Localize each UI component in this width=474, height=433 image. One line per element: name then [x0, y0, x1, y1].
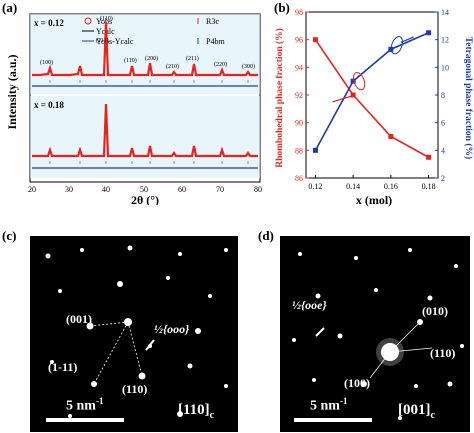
svg-text:(300): (300): [242, 63, 255, 70]
svg-text:(211): (211): [186, 55, 199, 62]
zone-label-d: [001]c: [398, 402, 435, 421]
svg-text:80: 80: [254, 185, 262, 194]
svg-text:(210): (210): [166, 63, 179, 70]
y-left-tick-label: 94: [295, 63, 303, 72]
svg-text:60: 60: [178, 185, 186, 194]
chart-b-ylabel-left: Rhombohedral phase fraction (%): [274, 28, 285, 168]
svg-text:P4bm: P4bm: [206, 37, 225, 46]
y-left-tick-label: 86: [295, 174, 303, 183]
svg-text:50: 50: [140, 185, 148, 194]
svg-text:40: 40: [102, 185, 110, 194]
saed-c-spots: [45, 245, 228, 418]
series-left-line: [314, 39, 429, 158]
svg-text:Yobs-Ycalc: Yobs-Ycalc: [96, 37, 134, 46]
svg-text:(111): (111): [96, 37, 109, 44]
svg-text:(110): (110): [100, 15, 113, 22]
spot-label-010: (010): [422, 304, 448, 318]
panel-c-label: (c): [2, 228, 17, 243]
pattern-lower: [32, 103, 258, 169]
y-left-tick-label: 96: [295, 36, 303, 45]
chart-b-xlabel: x (mol): [356, 193, 392, 207]
svg-text:(110): (110): [124, 57, 137, 64]
annotation-arrow-left: [332, 94, 356, 103]
xrd-xlabel: 2θ (°): [131, 193, 159, 205]
x-tick-label: 0.18: [422, 182, 436, 191]
svg-text:Yobs: Yobs: [96, 17, 112, 26]
panel-d-label: (d): [258, 228, 274, 243]
x-tick-label: 0.14: [346, 182, 360, 191]
x-tick-label: 0.12: [308, 182, 322, 191]
y-right-tick-label: 10: [441, 63, 449, 72]
saed-d-spots: [292, 248, 464, 422]
spot-label-110: (110): [122, 382, 148, 396]
y-right-tick-label: 6: [441, 119, 445, 128]
svg-text:70: 70: [216, 185, 224, 194]
annotation-arrow-right: [400, 36, 414, 43]
spot-label-100: (100): [344, 376, 370, 390]
spot-label-1-11: (1-11): [48, 360, 78, 374]
y-right-tick-label: 14: [441, 8, 449, 17]
svg-text:R3c: R3c: [206, 17, 219, 26]
saed-d: (010) (110) (100) ½{ooe} 5 nm-1 [001]c: [280, 236, 470, 432]
series-right-point: [312, 147, 318, 153]
phase-fraction-chart: Rhombohedral phase fraction (%) Tetragon…: [274, 8, 474, 207]
annotation-ellipse-right: [390, 36, 403, 55]
svg-text:(200): (200): [145, 55, 158, 62]
series-left-point: [426, 154, 432, 160]
panel-b-label: (b): [274, 0, 290, 15]
xrd-panel: Intensity (a.u.) x = 0.12 x = 0.18 Yobs …: [5, 13, 262, 205]
panel-a-label: (a): [2, 0, 18, 15]
svg-text:20: 20: [28, 185, 36, 194]
svg-text:(220): (220): [214, 61, 227, 68]
y-left-tick-label: 98: [295, 8, 303, 17]
annotation-ellipse-left: [353, 72, 366, 91]
series-right-point: [426, 30, 432, 36]
half-label-d: ½{ooe}: [292, 298, 327, 312]
y-left-tick-label: 92: [295, 91, 303, 100]
series-right-line: [314, 32, 429, 151]
x-tick-label: 0.16: [384, 182, 398, 191]
scalebar-c: [46, 418, 124, 422]
pattern-upper: (100) (110) (111) (110) (200) (210) (211…: [32, 15, 258, 87]
half-label-c: ½{ooo}: [154, 322, 190, 336]
series-right-point: [350, 78, 356, 84]
chart-b-ylabel-right: Tetragonal phase fraction (%): [463, 37, 474, 159]
series-left-point: [312, 37, 318, 43]
sub-label-012: x = 0.12: [34, 18, 64, 28]
y-left-tick-label: 90: [295, 119, 303, 128]
zone-label-c: [110]c: [178, 402, 215, 421]
series-left-point: [388, 134, 394, 139]
y-right-tick-label: 2: [441, 174, 445, 183]
y-right-tick-label: 8: [441, 91, 445, 100]
sub-label-018: x = 0.18: [34, 100, 64, 110]
svg-text:(100): (100): [40, 59, 53, 66]
y-right-tick-label: 4: [441, 146, 445, 155]
saed-c: (001) (1-11) (110) ½{ooo} 5 nm-1 [110]c: [30, 236, 238, 432]
spot-label-001: (001): [66, 312, 92, 326]
scale-label-c: 5 nm-1: [66, 396, 104, 414]
xrd-ylabel: Intensity (a.u.): [5, 54, 19, 129]
scale-label-d: 5 nm-1: [310, 396, 348, 414]
svg-text:30: 30: [65, 185, 73, 194]
scalebar-d: [294, 418, 372, 422]
y-right-tick-label: 12: [441, 36, 449, 45]
y-left-tick-label: 88: [295, 146, 303, 155]
xrd-xticks: 20 30 40 50 60 70 80: [28, 185, 262, 194]
spot-label-110-d: (110): [430, 346, 456, 360]
